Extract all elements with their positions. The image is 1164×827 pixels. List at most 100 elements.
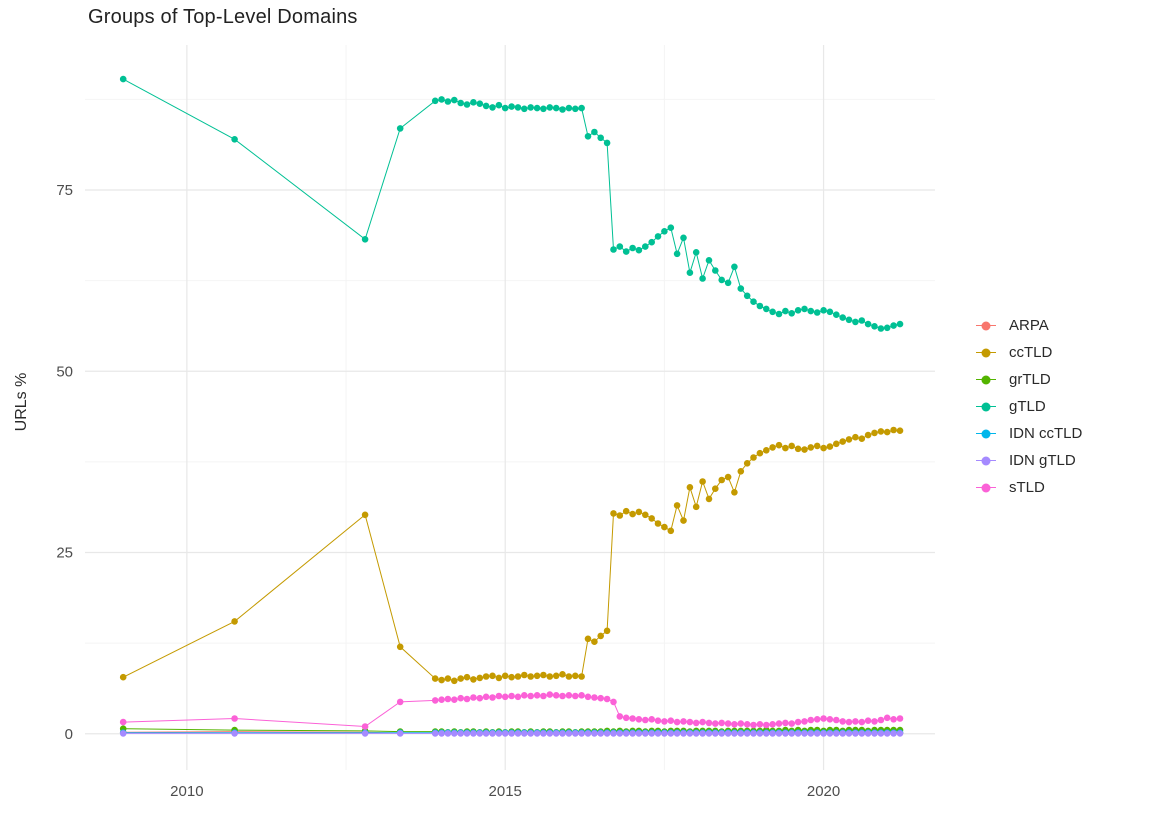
data-point-stld	[826, 716, 834, 723]
data-point-idn-gtld	[451, 730, 458, 737]
data-point-gtld	[431, 97, 439, 105]
data-point-gtld	[801, 305, 808, 313]
data-point-stld	[661, 718, 668, 725]
data-point-gtld	[457, 99, 465, 107]
data-point-stld	[807, 716, 815, 724]
data-point-stld	[852, 718, 859, 725]
series-line-gtld	[122, 78, 901, 330]
data-point-idn-gtld	[718, 730, 725, 737]
legend-label: IDN ccTLD	[1009, 425, 1083, 442]
data-point-idn-gtld	[692, 730, 700, 737]
data-point-idn-gtld	[737, 730, 745, 737]
data-point-gtld	[820, 307, 827, 314]
data-point-stld	[654, 717, 662, 724]
data-point-idn-gtld	[508, 730, 515, 737]
data-point-stld	[731, 721, 738, 728]
data-point-stld	[794, 718, 802, 726]
data-point-gtld	[756, 302, 764, 310]
data-point-stld	[119, 718, 127, 726]
data-point-gtld	[731, 263, 738, 271]
data-point-stld	[482, 693, 490, 701]
data-point-idn-gtld	[858, 730, 866, 737]
data-point-gtld	[635, 246, 643, 254]
legend-key-icon	[976, 480, 996, 496]
data-point-gtld	[718, 276, 725, 284]
data-point-gtld	[476, 100, 484, 107]
data-point-stld	[813, 716, 821, 723]
data-point-gtld	[896, 320, 904, 328]
data-point-stld	[533, 692, 541, 699]
data-point-gtld	[750, 298, 757, 306]
data-point-gtld	[610, 246, 617, 253]
y-tick-label: 75	[56, 182, 73, 199]
data-point-gtld	[629, 244, 636, 252]
data-point-cctld	[361, 511, 369, 519]
data-point-cctld	[597, 632, 604, 640]
data-point-cctld	[495, 674, 503, 682]
data-point-gtld	[871, 323, 878, 330]
data-point-idn-gtld	[826, 730, 834, 737]
data-point-idn-gtld	[680, 730, 687, 737]
data-point-gtld	[648, 238, 655, 246]
x-tick-label: 2010	[170, 783, 203, 800]
data-point-cctld	[743, 460, 751, 467]
data-point-stld	[508, 692, 515, 700]
data-point-cctld	[667, 527, 675, 535]
data-point-idn-gtld	[635, 730, 643, 737]
data-point-idn-gtld	[686, 730, 694, 737]
data-point-cctld	[119, 673, 127, 681]
data-point-cctld	[794, 445, 802, 453]
data-point-gtld	[514, 104, 522, 111]
data-point-idn-gtld	[807, 730, 815, 737]
data-point-cctld	[603, 627, 611, 635]
legend-label: sTLD	[1009, 479, 1045, 496]
x-tick-label: 2015	[489, 783, 522, 800]
data-point-gtld	[508, 103, 515, 110]
data-point-idn-gtld	[565, 730, 573, 737]
data-point-gtld	[444, 98, 452, 105]
data-point-stld	[839, 718, 846, 725]
data-point-stld	[718, 719, 725, 727]
data-point-gtld	[540, 105, 547, 113]
data-point-cctld	[750, 454, 757, 461]
data-point-stld	[648, 716, 655, 723]
data-point-stld	[845, 718, 853, 726]
data-point-gtld	[438, 96, 445, 103]
data-point-idn-gtld	[495, 730, 503, 737]
data-point-cctld	[724, 473, 732, 481]
data-point-cctld	[642, 511, 649, 519]
data-point-cctld	[731, 489, 738, 496]
data-point-gtld	[578, 104, 585, 112]
data-point-stld	[495, 692, 503, 700]
data-point-gtld	[396, 125, 404, 132]
data-point-gtld	[565, 104, 573, 112]
data-point-cctld	[801, 446, 808, 453]
data-point-gtld	[521, 105, 528, 113]
data-point-gtld	[839, 314, 846, 321]
data-point-gtld	[692, 249, 700, 256]
legend: ARPA ccTLD grTLD gTLD IDN ccTLD IDN gTLD sTLD	[976, 312, 1082, 501]
data-point-cctld	[396, 643, 404, 651]
data-point-idn-gtld	[572, 730, 579, 737]
data-point-gtld	[527, 104, 534, 111]
data-point-gtld	[642, 243, 649, 250]
data-point-idn-gtld	[896, 730, 904, 737]
legend-label: IDN gTLD	[1009, 452, 1076, 469]
legend-key-icon	[976, 345, 996, 361]
data-point-stld	[584, 693, 592, 701]
legend-item-gtld: gTLD	[976, 393, 1082, 420]
data-point-cctld	[864, 431, 872, 439]
data-point-idn-gtld	[514, 730, 522, 737]
data-point-idn-gtld	[820, 730, 827, 737]
data-point-gtld	[495, 101, 503, 109]
data-point-stld	[361, 723, 369, 730]
data-point-stld	[763, 721, 770, 729]
data-point-cctld	[680, 517, 687, 524]
data-point-gtld	[858, 317, 866, 324]
data-point-idn-gtld	[839, 730, 846, 737]
data-point-idn-gtld	[501, 730, 509, 737]
data-point-gtld	[833, 311, 840, 319]
data-point-cctld	[769, 444, 776, 451]
data-point-stld	[565, 692, 573, 699]
